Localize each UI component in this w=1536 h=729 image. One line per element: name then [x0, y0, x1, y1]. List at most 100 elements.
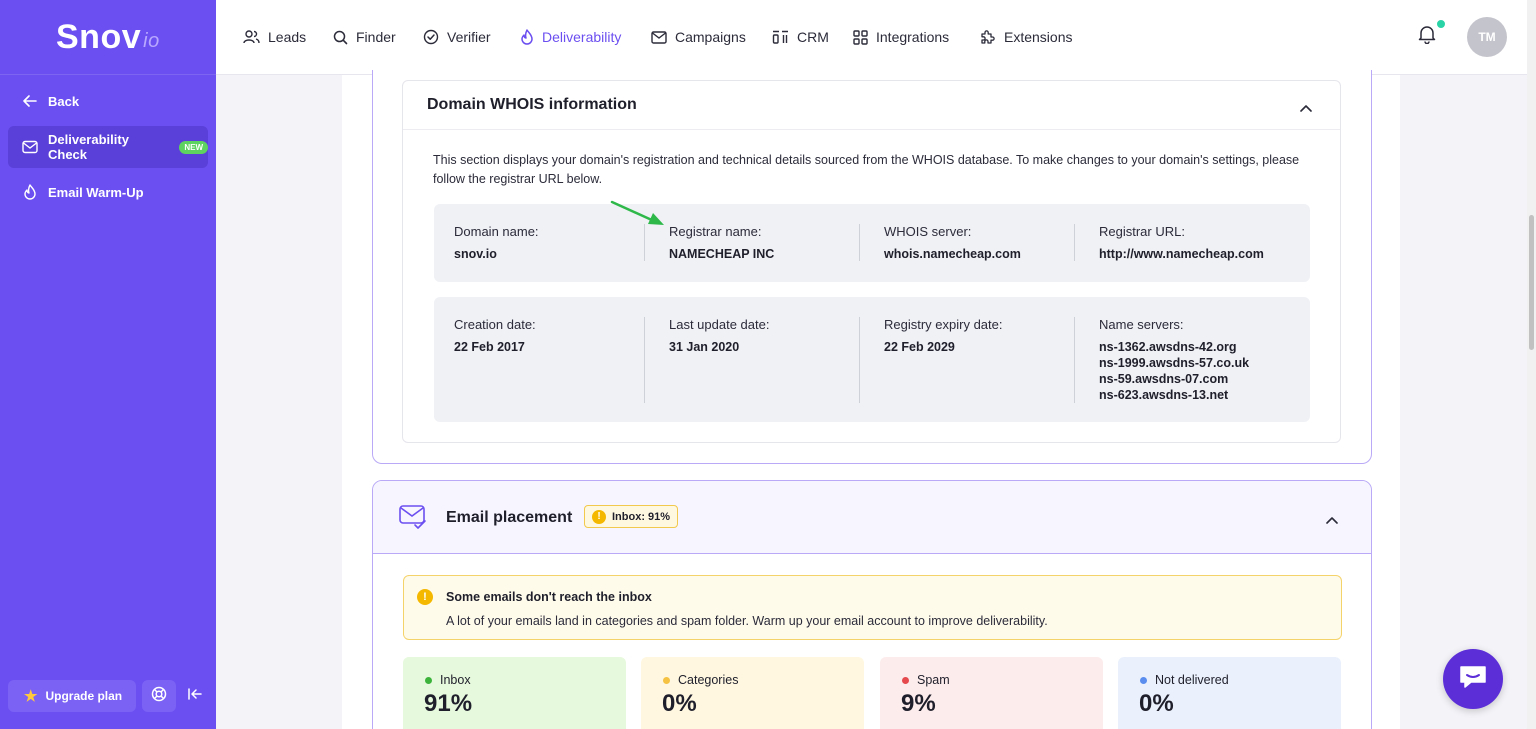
star-icon: ★: [24, 688, 38, 705]
whois-header[interactable]: Domain WHOIS information: [403, 81, 1340, 130]
upgrade-label: Upgrade plan: [45, 689, 123, 703]
grid-icon: [853, 29, 868, 45]
nav-leads[interactable]: Leads: [243, 0, 306, 74]
puzzle-icon: [979, 29, 996, 46]
field-value: 22 Feb 2029: [884, 340, 955, 354]
field-label: Registrar name:: [669, 224, 762, 239]
nav-label: Deliverability: [542, 29, 622, 45]
divider: [1074, 224, 1075, 261]
chat-widget-button[interactable]: [1443, 649, 1503, 709]
nav-verifier[interactable]: Verifier: [423, 0, 491, 74]
stat-card-categories: Categories 0%: [641, 657, 864, 729]
name-server: ns-623.awsdns-13.net: [1099, 388, 1229, 402]
crm-icon: [772, 30, 789, 45]
whois-info-row-2: Creation date: 22 Feb 2017 Last update d…: [434, 297, 1310, 422]
field-value: snov.io: [454, 247, 497, 261]
envelope-check-icon: [22, 139, 38, 155]
nav-label: CRM: [797, 29, 829, 45]
collapse-left-icon: [188, 687, 202, 705]
divider: [644, 317, 645, 403]
logo-text: Snov: [56, 17, 142, 56]
collapse-sidebar-button[interactable]: [184, 684, 206, 708]
divider: [859, 317, 860, 403]
app-logo[interactable]: Snov io: [0, 0, 216, 75]
divider: [1074, 317, 1075, 403]
search-icon: [333, 30, 348, 45]
field-label: Registry expiry date:: [884, 317, 1003, 332]
name-servers-field: Name servers: ns-1362.awsdns-42.org ns-1…: [1099, 317, 1314, 403]
name-server: ns-1999.awsdns-57.co.uk: [1099, 356, 1250, 370]
status-dot: [663, 676, 670, 684]
name-server: ns-59.awsdns-07.com: [1099, 372, 1229, 386]
stat-value: 91%: [424, 690, 473, 717]
scrollbar-thumb[interactable]: [1529, 215, 1534, 350]
field-label: Registrar URL:: [1099, 224, 1185, 239]
nav-label: Finder: [356, 29, 396, 45]
nav-label: Extensions: [1004, 29, 1073, 45]
stat-card-inbox: Inbox 91%: [403, 657, 626, 729]
email-placement-title: Email placement: [446, 509, 573, 526]
scrollbar-track[interactable]: [1527, 0, 1536, 729]
field-value: NAMECHEAP INC: [669, 247, 775, 261]
nav-campaigns[interactable]: Campaigns: [651, 0, 746, 74]
creation-date-field: Creation date: 22 Feb 2017: [454, 317, 669, 355]
registrar-url-field: Registrar URL: http://www.namecheap.com: [1099, 224, 1314, 262]
divider: [859, 224, 860, 261]
upgrade-plan-button[interactable]: ★ Upgrade plan: [8, 680, 136, 712]
stat-value: 0%: [662, 690, 697, 717]
stat-label-text: Categories: [678, 673, 739, 687]
warning-icon: !: [592, 509, 606, 524]
nav-label: Campaigns: [675, 29, 746, 45]
stat-value: 0%: [1139, 690, 1174, 717]
field-label: Domain name:: [454, 224, 539, 239]
registry-expiry-date-field: Registry expiry date: 22 Feb 2029: [884, 317, 1099, 355]
stat-label-text: Spam: [917, 673, 950, 687]
email-placement-section: Email placement ! Inbox: 91% ! Some emai…: [372, 480, 1372, 729]
check-circle-icon: [423, 29, 439, 45]
email-placement-header[interactable]: Email placement ! Inbox: 91%: [373, 481, 1371, 554]
nav-extensions[interactable]: Extensions: [979, 0, 1072, 74]
field-value: 31 Jan 2020: [669, 340, 740, 354]
chat-bubble-icon: [1459, 664, 1487, 695]
field-label: Creation date:: [454, 317, 536, 332]
annotation-arrow-icon: [608, 198, 668, 235]
inbox-warning-alert: ! Some emails don't reach the inbox A lo…: [403, 575, 1342, 640]
nav-label: Integrations: [876, 29, 950, 45]
nav-integrations[interactable]: Integrations: [853, 0, 949, 74]
stat-label: Not delivered: [1140, 673, 1229, 687]
stat-label: Spam: [902, 673, 950, 687]
help-button[interactable]: [142, 680, 176, 712]
back-button[interactable]: Back: [8, 80, 208, 122]
sidebar-item-email-warm-up[interactable]: Email Warm-Up: [8, 171, 208, 213]
registrar-url-value[interactable]: http://www.namecheap.com: [1099, 247, 1264, 261]
sidebar-item-deliverability-check[interactable]: Deliverability Check NEW: [8, 126, 208, 168]
nav-deliverability[interactable]: Deliverability: [509, 0, 632, 75]
status-dot: [1140, 676, 1147, 684]
field-value: 22 Feb 2017: [454, 340, 525, 354]
nav-crm[interactable]: CRM: [772, 0, 829, 74]
nav-finder[interactable]: Finder: [333, 0, 396, 74]
envelope-icon: [651, 30, 667, 44]
registrar-name-field: Registrar name: NAMECHEAP INC: [669, 224, 884, 262]
stat-label-text: Inbox: [440, 673, 471, 687]
notifications-bell-icon[interactable]: [1418, 24, 1436, 49]
inbox-status-badge: ! Inbox: 91%: [584, 505, 679, 528]
user-avatar[interactable]: TM: [1467, 17, 1507, 57]
chevron-up-icon[interactable]: [1300, 99, 1312, 117]
lifebuoy-icon: [151, 686, 167, 707]
status-dot: [425, 676, 432, 684]
field-label: Name servers:: [1099, 317, 1184, 332]
nav-label: Leads: [268, 29, 307, 45]
flame-icon: [22, 184, 38, 200]
whois-card: Domain WHOIS information This section di…: [402, 80, 1341, 443]
chevron-up-icon[interactable]: [1326, 511, 1338, 529]
stat-card-not-delivered: Not delivered 0%: [1118, 657, 1341, 729]
notification-dot: [1435, 18, 1447, 30]
field-value: whois.namecheap.com: [884, 247, 1021, 261]
field-label: Last update date:: [669, 317, 770, 332]
name-servers-list: ns-1362.awsdns-42.org ns-1999.awsdns-57.…: [1099, 339, 1314, 403]
status-dot: [902, 676, 909, 684]
alert-text: A lot of your emails land in categories …: [446, 614, 1048, 628]
whois-title: Domain WHOIS information: [427, 96, 637, 113]
nav-label: Verifier: [447, 29, 491, 45]
